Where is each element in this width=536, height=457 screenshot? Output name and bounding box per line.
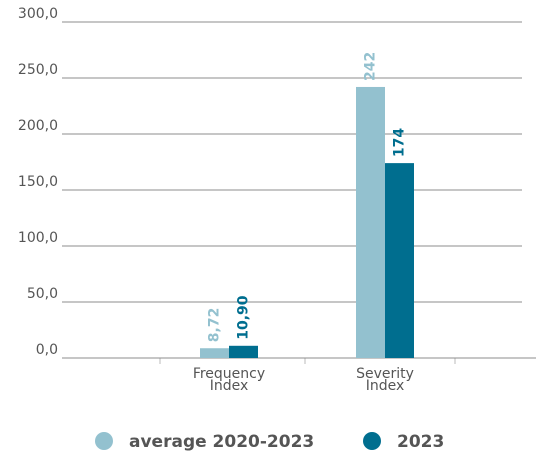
y-tick-label: 150,0 <box>18 174 58 190</box>
value-label: 10,90 <box>236 295 252 340</box>
value-label: 242 <box>363 52 379 81</box>
value-label: 174 <box>392 128 408 157</box>
x-tick-label: Frequency Index <box>193 366 265 394</box>
value-label: 8,72 <box>207 308 223 343</box>
legend-marker <box>95 432 113 450</box>
y-tick-label: 300,0 <box>18 6 58 22</box>
y-tick-label: 100,0 <box>18 230 58 246</box>
bar <box>229 345 258 358</box>
bar <box>385 163 414 358</box>
y-tick-label: 250,0 <box>18 62 58 78</box>
bar <box>356 86 385 359</box>
legend-label: 2023 <box>397 432 444 452</box>
y-tick-label: 200,0 <box>18 118 58 134</box>
x-tick-label: Severity Index <box>356 366 414 394</box>
legend-label: average 2020-2023 <box>129 432 314 452</box>
y-tick-label: 0,0 <box>36 342 58 358</box>
bar <box>200 348 229 358</box>
legend-marker <box>363 432 381 450</box>
y-tick-label: 50,0 <box>27 286 58 302</box>
